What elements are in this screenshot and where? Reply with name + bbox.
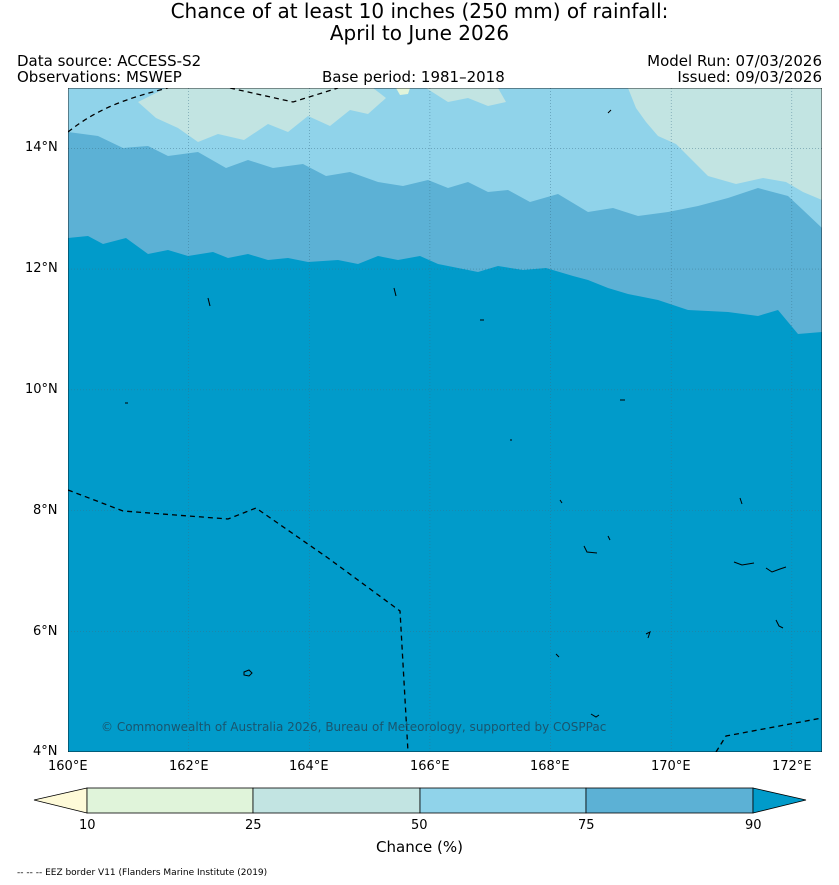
colorbar-below-10 (33, 787, 88, 814)
x-tick-166e: 166°E (410, 759, 450, 774)
map-title-line2: April to June 2026 (329, 21, 510, 45)
x-tick-172e: 172°E (772, 759, 812, 774)
colorbar-25-50 (252, 787, 421, 814)
colorbar-10-25 (86, 787, 254, 814)
region-25-50-east (628, 88, 822, 200)
colorbar-above-90 (752, 787, 807, 814)
map-title-line1: Chance of at least 10 inches (250 mm) of… (170, 0, 669, 23)
copyright-notice: © Commonwealth of Australia 2026, Bureau… (101, 720, 606, 734)
islands (125, 109, 787, 718)
region-10-25 (396, 88, 410, 95)
y-tick-12n: 12°N (25, 261, 58, 276)
region-25-50-west (138, 88, 386, 142)
colorbar-75-90 (585, 787, 754, 814)
base-period: Base period: 1981–2018 (322, 68, 505, 86)
eez-footnote: -- -- -- EEZ border V11 (Flanders Marine… (17, 868, 268, 878)
x-tick-168e: 168°E (530, 759, 570, 774)
region-25-50-center (426, 88, 506, 106)
rainfall-map: © Commonwealth of Australia 2026, Bureau… (68, 88, 822, 752)
x-tick-164e: 164°E (289, 759, 329, 774)
eez-borders (68, 88, 822, 752)
model-run: Model Run: 07/03/2026 (647, 52, 822, 70)
y-tick-6n: 6°N (33, 624, 58, 639)
observations: Observations: MSWEP (17, 68, 182, 86)
colorbar-tick-50: 50 (411, 818, 428, 833)
x-tick-160e: 160°E (48, 759, 88, 774)
colorbar-tick-75: 75 (578, 818, 595, 833)
colorbar-tick-10: 10 (79, 818, 96, 833)
colorbar-tick-25: 25 (245, 818, 262, 833)
x-tick-162e: 162°E (169, 759, 209, 774)
y-tick-8n: 8°N (33, 503, 58, 518)
y-tick-4n: 4°N (33, 744, 58, 759)
issued-date: Issued: 09/03/2026 (677, 68, 822, 86)
y-tick-10n: 10°N (25, 382, 58, 397)
colorbar-label: Chance (%) (376, 838, 463, 856)
colorbar-tick-90: 90 (745, 818, 762, 833)
y-tick-14n: 14°N (25, 140, 58, 155)
colorbar-50-75 (419, 787, 587, 814)
x-tick-170e: 170°E (651, 759, 691, 774)
colorbar (33, 787, 807, 814)
data-source: Data source: ACCESS-S2 (17, 52, 202, 70)
